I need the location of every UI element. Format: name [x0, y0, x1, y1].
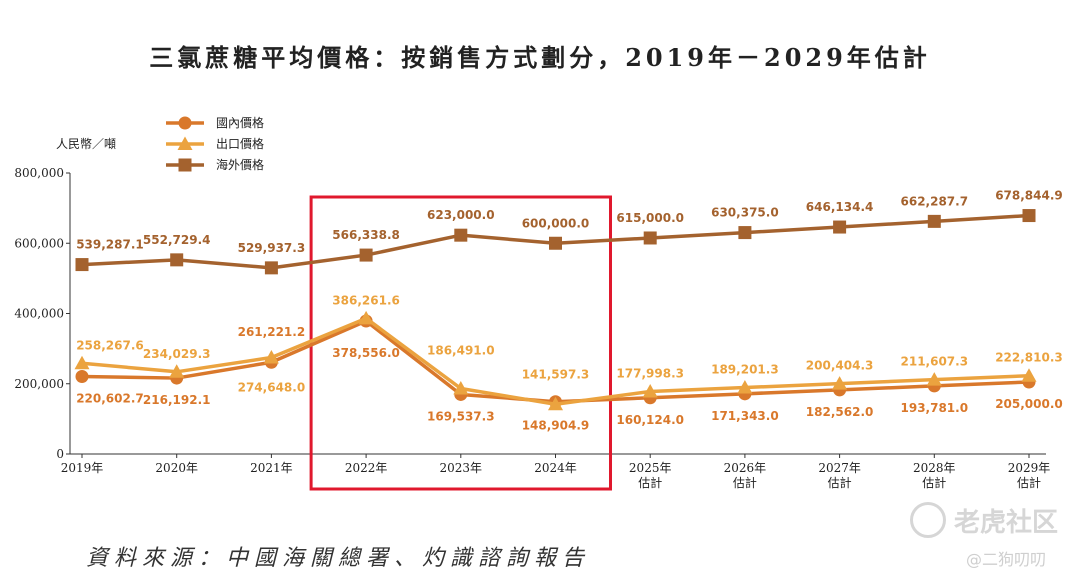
- y-tick-label: 600,000: [14, 236, 64, 250]
- data-point-square: [359, 248, 373, 262]
- legend-label: 海外價格: [216, 157, 264, 172]
- data-label: 678,844.9: [995, 189, 1063, 203]
- data-point-circle: [178, 116, 192, 130]
- data-point-triangle: [169, 364, 185, 378]
- data-label: 160,124.0: [616, 413, 684, 427]
- y-tick-label: 800,000: [14, 166, 64, 180]
- data-point-square: [738, 226, 752, 240]
- data-label: 148,904.9: [522, 419, 590, 433]
- data-point-triangle: [358, 310, 374, 325]
- x-tick-label: 估計: [638, 475, 662, 490]
- data-point-square: [75, 258, 89, 272]
- data-label: 169,537.3: [427, 409, 495, 423]
- watermark-user: @二狗叨叨: [966, 550, 1047, 569]
- y-tick-label: 200,000: [14, 377, 64, 391]
- data-label: 205,000.0: [995, 397, 1063, 411]
- data-label: 200,404.3: [806, 359, 874, 373]
- x-tick-label: 2024年: [534, 461, 577, 475]
- legend-label: 國內價格: [216, 115, 264, 130]
- y-tick-label: 400,000: [14, 307, 64, 321]
- data-label: 193,781.0: [901, 401, 969, 415]
- data-label: 186,491.0: [427, 343, 495, 357]
- data-point-triangle: [177, 136, 193, 150]
- highlight-layer: [309, 195, 612, 491]
- x-tick-label: 2023年: [440, 461, 483, 475]
- legend-label: 出口價格: [216, 136, 264, 151]
- x-tick-label: 2029年: [1008, 461, 1051, 475]
- data-point-triangle: [926, 372, 942, 386]
- data-point-triangle: [548, 396, 563, 411]
- x-tick-label: 2022年: [345, 461, 388, 475]
- data-label: 386,261.6: [332, 293, 400, 307]
- data-point-triangle: [74, 355, 90, 370]
- x-tick-label: 2028年: [913, 461, 956, 475]
- data-label: 378,556.0: [332, 346, 400, 360]
- highlight-box: [309, 195, 612, 491]
- data-point-square: [643, 231, 657, 245]
- data-label: 216,192.1: [143, 393, 211, 407]
- data-point-triangle: [642, 383, 658, 398]
- data-label: 177,998.3: [616, 366, 684, 380]
- data-label: 171,343.0: [711, 409, 779, 423]
- x-tick-label: 2020年: [155, 461, 198, 475]
- series-line-export: [81, 316, 1030, 407]
- data-label: 529,937.3: [238, 241, 306, 255]
- data-label: 189,201.3: [711, 363, 779, 377]
- data-label: 539,287.1: [76, 238, 144, 252]
- data-point-triangle: [737, 380, 753, 394]
- data-point-square: [927, 214, 941, 228]
- data-point-square: [833, 220, 847, 234]
- data-label: 182,562.0: [806, 405, 874, 419]
- data-label: 615,000.0: [616, 211, 684, 225]
- y-tick-label: 0: [56, 447, 64, 461]
- data-point-square: [1022, 209, 1036, 223]
- data-point-square: [170, 253, 184, 267]
- data-label: 234,029.3: [143, 347, 211, 361]
- x-tick-label: 2026年: [724, 461, 767, 475]
- data-label: 274,648.0: [238, 381, 306, 395]
- watermark-logo-icon: [910, 502, 946, 538]
- data-labels-layer: 539,287.1 552,729.4 529,937.3 566,338.8 623,…: [76, 189, 1063, 433]
- x-tick-label: 2025年: [629, 461, 672, 475]
- data-label: 630,375.0: [711, 206, 779, 220]
- data-point-triangle: [832, 376, 848, 390]
- data-label: 600,000.0: [522, 216, 590, 230]
- x-tick-label: 2021年: [250, 461, 293, 475]
- source-note: 資料來源：中國海關總署、灼識諮詢報告: [86, 546, 591, 571]
- chart-title: 三氯蔗糖平均價格：按銷售方式劃分，2019年－2029年估計: [149, 43, 931, 72]
- data-label: 552,729.4: [143, 233, 211, 247]
- data-point-circle: [75, 370, 89, 384]
- x-tick-label: 估計: [828, 475, 852, 490]
- data-label: 258,267.6: [76, 338, 144, 352]
- series-layer: [74, 209, 1037, 411]
- data-point-square: [178, 158, 192, 172]
- x-tick-label: 估計: [1017, 475, 1041, 490]
- x-tick-label: 估計: [922, 475, 946, 490]
- data-label: 662,287.7: [901, 194, 969, 208]
- data-label: 623,000.0: [427, 208, 495, 222]
- data-point-square: [454, 228, 468, 242]
- data-label: 261,221.2: [238, 325, 306, 339]
- data-label: 141,597.3: [522, 367, 590, 381]
- data-point-square: [549, 236, 562, 250]
- data-point-triangle: [263, 350, 279, 364]
- x-tick-label: 估計: [733, 475, 757, 490]
- x-tick-label: 2019年: [61, 461, 104, 475]
- data-label: 222,810.3: [995, 351, 1063, 365]
- y-axis-label: 人民幣／噸: [56, 137, 116, 151]
- data-point-triangle: [453, 380, 469, 395]
- data-point-triangle: [1021, 368, 1037, 382]
- series-line-domestic: [81, 319, 1030, 404]
- data-label: 211,607.3: [901, 355, 969, 369]
- data-label: 220,602.7: [76, 392, 144, 406]
- watermark-brand: 老虎社区: [954, 508, 1059, 538]
- data-label: 646,134.4: [806, 200, 874, 214]
- data-point-square: [264, 261, 278, 275]
- axes-layer: 0 200,000 400,000 600,000 800,000 人民幣／噸 2019年 2…: [14, 137, 1050, 490]
- data-label: 566,338.8: [332, 228, 400, 242]
- x-tick-label: 2027年: [818, 461, 861, 475]
